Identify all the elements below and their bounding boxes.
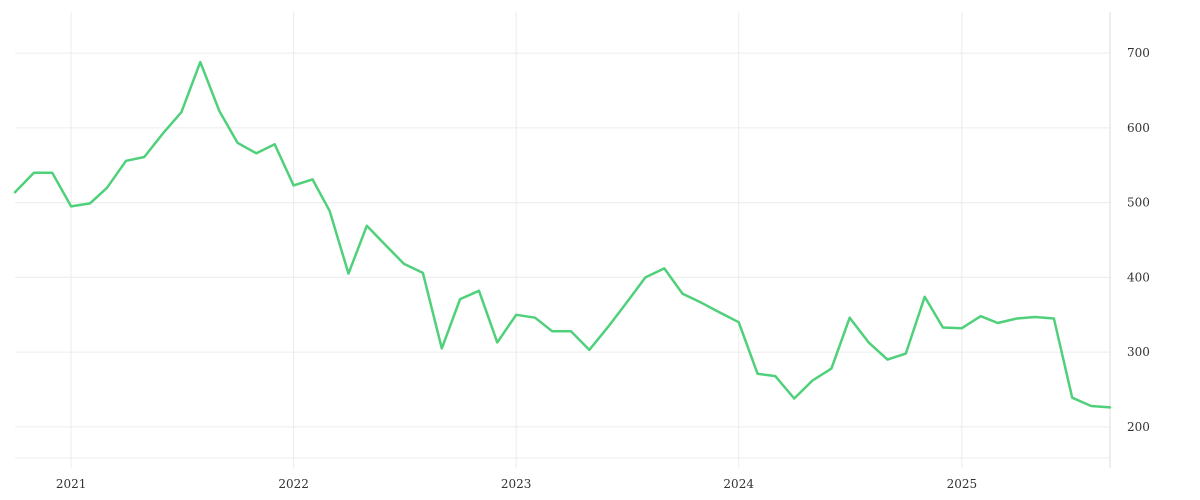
x-tick-label: 2023 (501, 477, 532, 491)
y-gridlines (15, 52, 1110, 459)
y-tick-labels: 200 300 400 500 600 700 (1127, 46, 1150, 434)
x-tick-label: 2025 (947, 477, 978, 491)
y-tick-label: 400 (1127, 270, 1150, 284)
y-tick-label: 500 (1127, 196, 1150, 210)
x-tick-labels: 2021 2022 2023 2024 2025 (56, 477, 977, 491)
x-tick-label: 2024 (723, 477, 754, 491)
x-gridlines (70, 12, 963, 468)
y-tick-label: 700 (1127, 46, 1150, 60)
y-tick-label: 200 (1127, 420, 1150, 434)
x-tick-label: 2021 (56, 477, 87, 491)
series-line (13, 60, 1112, 409)
y-tick-label: 300 (1127, 345, 1150, 359)
y-tick-label: 600 (1127, 121, 1150, 135)
x-tick-label: 2022 (278, 477, 309, 491)
